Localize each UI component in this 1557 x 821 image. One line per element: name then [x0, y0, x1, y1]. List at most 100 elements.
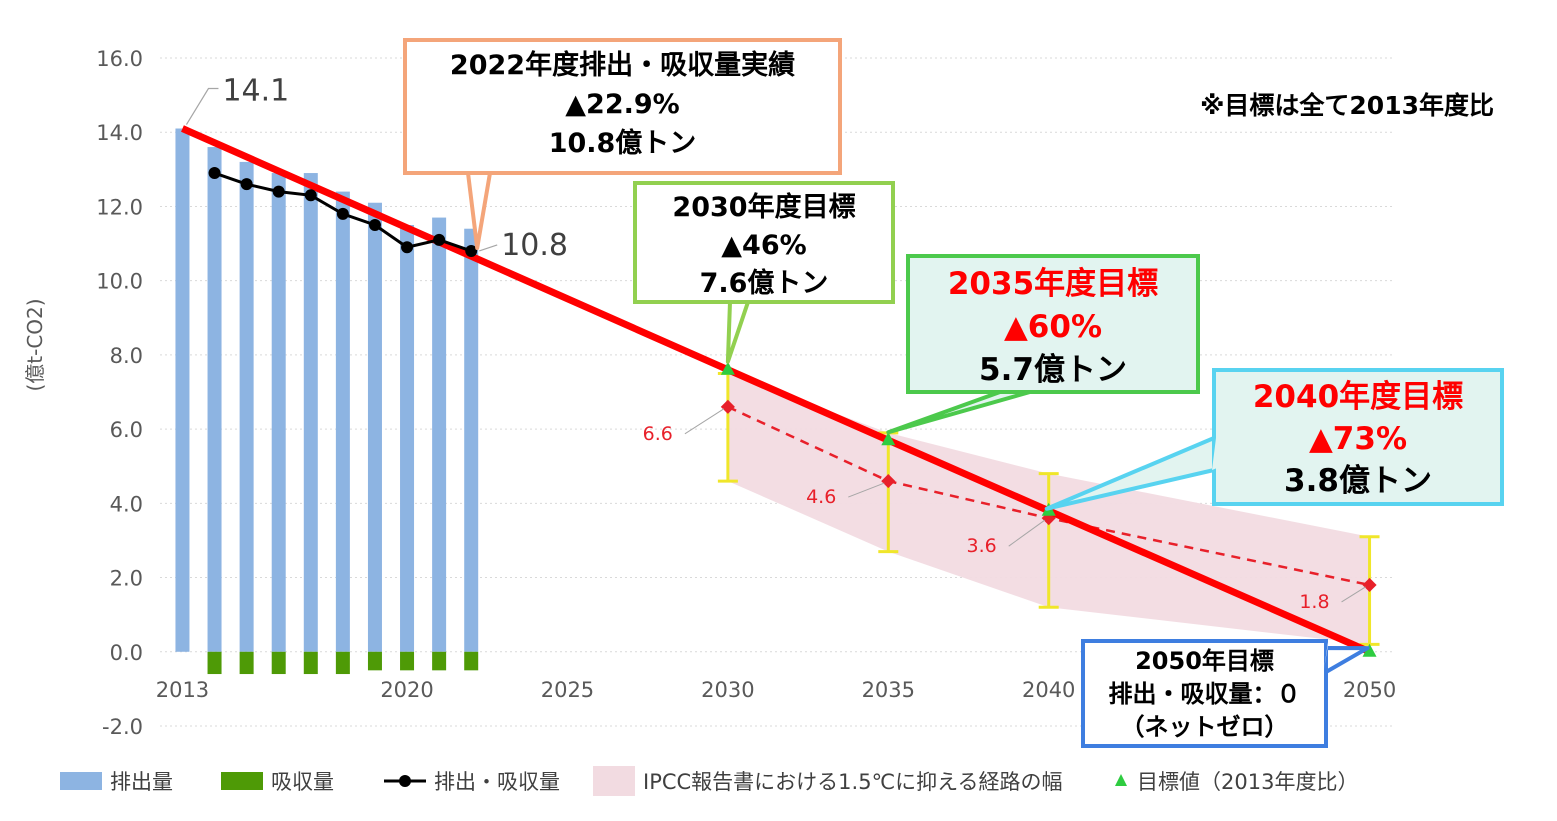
emission-bar	[303, 173, 318, 652]
y-tick-label: 6.0	[110, 418, 143, 442]
callout-line: ▲22.9%	[565, 89, 679, 120]
emission-bar	[464, 228, 479, 652]
callout-line: ▲60%	[1004, 309, 1102, 345]
callout-pointer-mask	[1324, 642, 1328, 669]
target-line-group	[181, 125, 1377, 657]
absorption-bar	[400, 651, 415, 671]
callout-line: 2030年度目標	[672, 191, 855, 223]
absorption-bar	[335, 651, 350, 675]
net-point	[336, 207, 349, 220]
x-tick-label: 2025	[541, 678, 594, 702]
absorption-bar	[367, 651, 382, 671]
x-tick-label: 2050	[1343, 678, 1396, 702]
callout-pointer-mask	[1002, 386, 1028, 389]
callout-line: 10.8億トン	[549, 128, 697, 159]
latest-label-leader	[479, 244, 498, 252]
ipcc-median-point	[1362, 577, 1377, 593]
legend-swatch	[60, 772, 102, 790]
net-point	[272, 185, 285, 198]
emission-bar	[239, 161, 254, 652]
ipcc-label-leader	[1341, 586, 1366, 603]
emission-bar	[335, 191, 350, 652]
legend-label: 吸収量	[271, 770, 334, 794]
callout-line: （ネットゼロ）	[1121, 713, 1289, 741]
legend-marker	[1115, 774, 1127, 786]
target-marker	[720, 361, 735, 375]
emission-bar	[367, 202, 382, 652]
callout-2035-target: 2035年度目標 ▲60% 5.7億トン	[886, 254, 1200, 435]
start-value-label: 14.1	[222, 74, 289, 109]
callout-line: 5.7億トン	[979, 352, 1127, 388]
ipcc-label-leader	[848, 482, 885, 498]
callout-2030-target: 2030年度目標 ▲46% 7.6億トン	[633, 181, 895, 364]
emission-bar	[432, 217, 447, 652]
callout-pointer-mask	[732, 296, 746, 299]
y-tick-label: 10.0	[96, 270, 143, 294]
callout-box	[403, 38, 842, 175]
callout-box	[906, 254, 1200, 394]
callout-line: 2035年度目標	[948, 266, 1158, 302]
note-text: ※目標は全て2013年度比	[1200, 91, 1494, 120]
emission-bar	[400, 225, 415, 652]
net-point	[368, 219, 381, 231]
y-tick-label: 16.0	[96, 47, 143, 71]
ipcc-median-point	[881, 473, 896, 489]
legend-swatch	[221, 772, 263, 790]
legend-marker	[399, 775, 411, 787]
bars-group	[175, 128, 479, 675]
y-axis-label: (億t-CO2)	[23, 298, 47, 391]
y-tick-label: 0.0	[110, 641, 143, 665]
legend-label: 目標値（2013年度比）	[1137, 770, 1358, 794]
callout-2040-target: 2040年度目標 ▲73% 3.8億トン	[1044, 368, 1504, 511]
callout-line: 7.6億トン	[700, 268, 829, 299]
absorption-bar	[271, 651, 286, 675]
ipcc-label-leader	[1008, 519, 1046, 547]
latest-value-label: 10.8	[501, 228, 568, 263]
absorption-bar	[464, 651, 479, 671]
target-marker	[1362, 643, 1377, 657]
y-tick-label: 2.0	[110, 567, 143, 591]
emission-bar	[175, 128, 190, 652]
callout-2022-actual: 2022年度排出・吸収量実績 ▲22.9% 10.8億トン	[403, 38, 842, 250]
callout-line: 3.8億トン	[1284, 463, 1432, 499]
net-point	[465, 244, 478, 257]
y-tick-label: -2.0	[102, 715, 143, 739]
callout-line: ▲46%	[721, 230, 806, 261]
x-tick-label: 2020	[380, 678, 433, 702]
y-tick-label: 4.0	[110, 492, 143, 516]
legend-item-net: 排出・吸収量	[384, 770, 560, 794]
callout-pointer	[725, 300, 750, 364]
callout-line: 2050年目標	[1135, 647, 1274, 675]
legend-label: IPCC報告書における1.5℃に抑える経路の幅	[643, 770, 1063, 794]
x-tick-label: 2035	[862, 678, 915, 702]
callout-box	[1212, 368, 1504, 506]
legend-label: 排出・吸収量	[434, 770, 560, 794]
legend-item-emissions: 排出量	[60, 770, 173, 794]
ipcc-median-point	[720, 399, 735, 414]
y-axis-ticks: 16.0 14.0 12.0 10.0 8.0 6.0 4.0 2.0 0.0 -2.0	[96, 47, 143, 739]
absorption-bar	[239, 651, 254, 675]
start-label-leader	[185, 87, 219, 125]
callout-pointer	[1324, 646, 1370, 674]
net-point	[240, 178, 253, 191]
ipcc-median-label: 4.6	[806, 486, 836, 508]
legend-swatch	[593, 766, 635, 796]
x-tick-label: 2040	[1022, 678, 1075, 702]
ipcc-label-leader	[684, 408, 725, 435]
y-tick-label: 8.0	[110, 344, 143, 368]
absorption-bar	[432, 651, 447, 671]
x-axis-ticks: 2013 2020 2025 2030 2035 2040 2050	[156, 678, 1397, 702]
ipcc-median-line	[727, 405, 1370, 587]
x-tick-label: 2013	[156, 678, 209, 702]
callout-pointer-mask	[1212, 438, 1217, 470]
ipcc-median-group: 6.6 4.6 3.6 1.8	[643, 399, 1377, 613]
callout-line: 排出・吸収量：０	[1109, 680, 1301, 708]
emission-bar	[271, 173, 286, 652]
ipcc-median-label: 3.6	[966, 535, 996, 557]
y-tick-label: 14.0	[96, 121, 143, 145]
absorption-bar	[207, 651, 222, 675]
absorption-bar	[303, 651, 318, 675]
x-tick-label: 2030	[701, 678, 754, 702]
